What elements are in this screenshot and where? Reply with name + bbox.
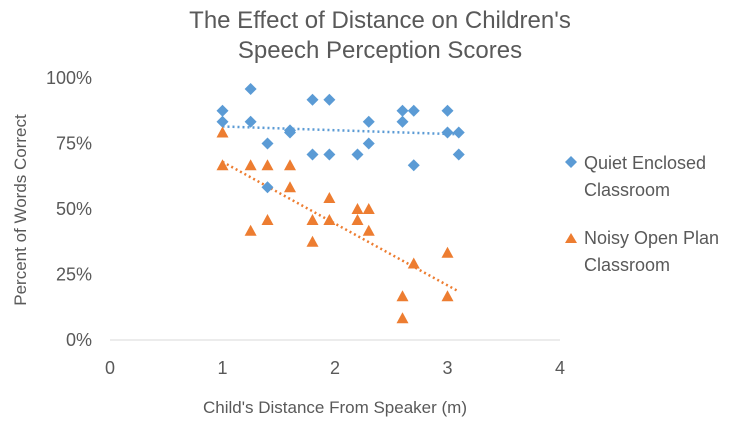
quiet-point	[244, 83, 257, 96]
legend-label-noisy-line-1: Noisy Open Plan	[584, 228, 719, 248]
y-tick-label: 25%	[56, 265, 92, 285]
legend-label-noisy-line-2: Classroom	[584, 255, 670, 275]
quiet-point	[441, 126, 454, 139]
quiet-point	[396, 115, 409, 128]
noisy-point	[396, 290, 409, 302]
legend: Quiet Enclosed Classroom Noisy Open Plan…	[565, 153, 719, 275]
chart-title-line-1: The Effect of Distance on Children's	[189, 7, 571, 34]
x-tick-label: 0	[105, 358, 115, 378]
x-tick-label: 1	[217, 358, 227, 378]
quiet-point	[216, 104, 229, 117]
trendline-series-1	[221, 160, 460, 293]
chart-title-line-2: Speech Perception Scores	[238, 37, 522, 64]
x-tick-labels: 0 1 2 3 4	[105, 358, 565, 378]
x-axis-label: Child's Distance From Speaker (m)	[203, 398, 467, 417]
quiet-point	[216, 115, 229, 128]
quiet-point	[407, 104, 420, 117]
quiet-point	[441, 104, 454, 117]
noisy-point	[441, 246, 454, 258]
noisy-point	[441, 290, 454, 302]
noisy-point	[351, 214, 364, 226]
quiet-point	[261, 137, 274, 150]
noisy-point	[284, 159, 296, 171]
noisy-point	[306, 214, 319, 226]
quiet-point	[323, 93, 336, 106]
quiet-point	[306, 93, 319, 106]
noisy-point	[323, 214, 336, 226]
data-points	[216, 83, 465, 324]
noisy-point	[244, 224, 257, 236]
noisy-point	[396, 312, 409, 324]
quiet-point	[396, 104, 409, 117]
y-axis-label: Percent of Words Correct	[11, 114, 30, 306]
noisy-point	[261, 159, 274, 171]
quiet-point	[244, 115, 257, 128]
quiet-point	[407, 159, 420, 172]
y-tick-label: 50%	[56, 199, 92, 219]
noisy-point	[284, 181, 296, 193]
x-tick-label: 3	[442, 358, 452, 378]
noisy-point	[306, 235, 319, 247]
noisy-point	[362, 203, 375, 214]
y-tick-label: 75%	[56, 134, 92, 154]
noisy-point	[323, 191, 336, 203]
noisy-point	[407, 257, 420, 269]
noisy-point	[362, 224, 375, 236]
noisy-point	[216, 126, 229, 138]
y-tick-label: 100%	[46, 68, 92, 88]
noisy-point	[216, 159, 229, 171]
y-tick-labels: 0% 25% 50% 75% 100%	[46, 68, 92, 350]
legend-marker-quiet	[565, 156, 577, 168]
quiet-point	[362, 137, 375, 150]
trendlines	[221, 125, 460, 293]
quiet-point	[306, 148, 319, 161]
quiet-point	[362, 115, 375, 128]
quiet-point	[452, 126, 465, 139]
trendline-series-0	[222, 125, 459, 136]
x-tick-label: 2	[330, 358, 340, 378]
noisy-point	[351, 203, 364, 214]
noisy-point	[261, 214, 274, 226]
quiet-point	[261, 181, 274, 194]
x-tick-label: 4	[555, 358, 565, 378]
legend-label-quiet-line-2: Classroom	[584, 180, 670, 200]
y-tick-label: 0%	[66, 330, 92, 350]
quiet-point	[351, 148, 364, 161]
quiet-point	[452, 148, 465, 161]
quiet-point	[323, 148, 336, 161]
legend-label-quiet-line-1: Quiet Enclosed	[584, 153, 706, 173]
noisy-point	[244, 159, 257, 171]
legend-marker-noisy	[565, 233, 577, 243]
quiet-point	[284, 126, 296, 139]
